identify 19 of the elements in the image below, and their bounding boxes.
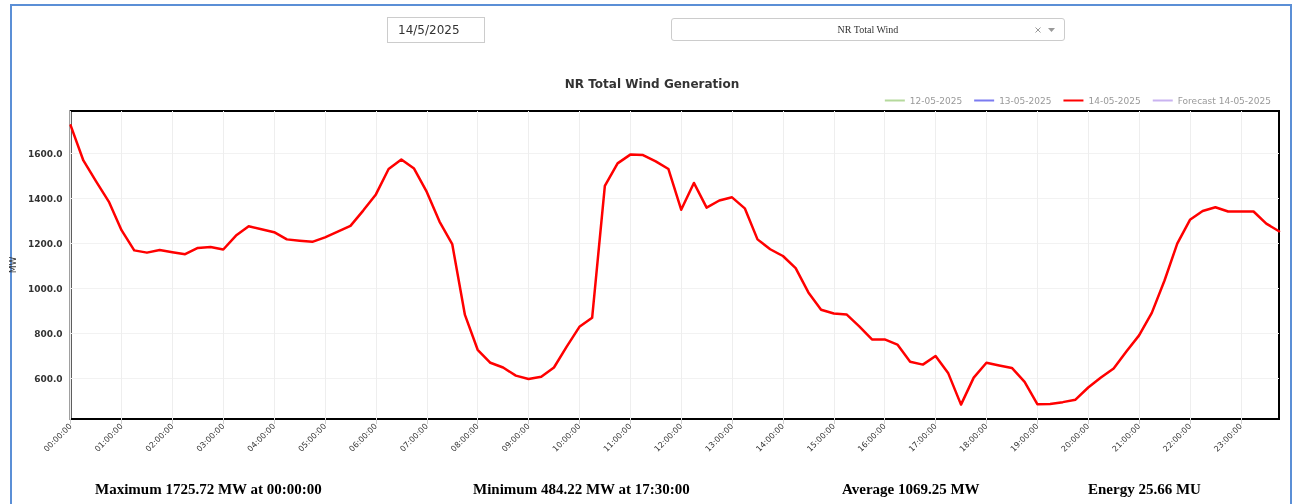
legend-label: Forecast 14-05-2025 <box>1177 95 1271 106</box>
text: Average 1069.25 MW <box>842 481 980 498</box>
line-series <box>69 124 1281 406</box>
y-axis-title: MW <box>7 256 18 274</box>
y-tick-label: 1600.0 <box>27 148 63 159</box>
text: Minimum 484.22 MW at 17:30:00 <box>473 481 690 498</box>
legend-label: 13-05-2025 <box>999 95 1052 106</box>
y-tick-label: 800.0 <box>34 328 63 339</box>
legend-label: 14-05-2025 <box>1088 95 1141 106</box>
text: NR Total Wind <box>671 18 1065 41</box>
text: Maximum 1725.72 MW at 00:00:00 <box>95 481 322 498</box>
legend-label: 12-05-2025 <box>909 95 963 106</box>
chart-title: NR Total Wind Generation <box>564 77 740 91</box>
text: Energy 25.66 MU <box>1088 481 1201 498</box>
y-tick-label: 1000.0 <box>27 283 63 294</box>
text: 14/5/2025 <box>387 17 485 43</box>
y-tick-label: 600.0 <box>34 373 63 384</box>
y-tick-label: 1400.0 <box>27 193 63 204</box>
y-tick-label: 1200.0 <box>27 238 63 249</box>
